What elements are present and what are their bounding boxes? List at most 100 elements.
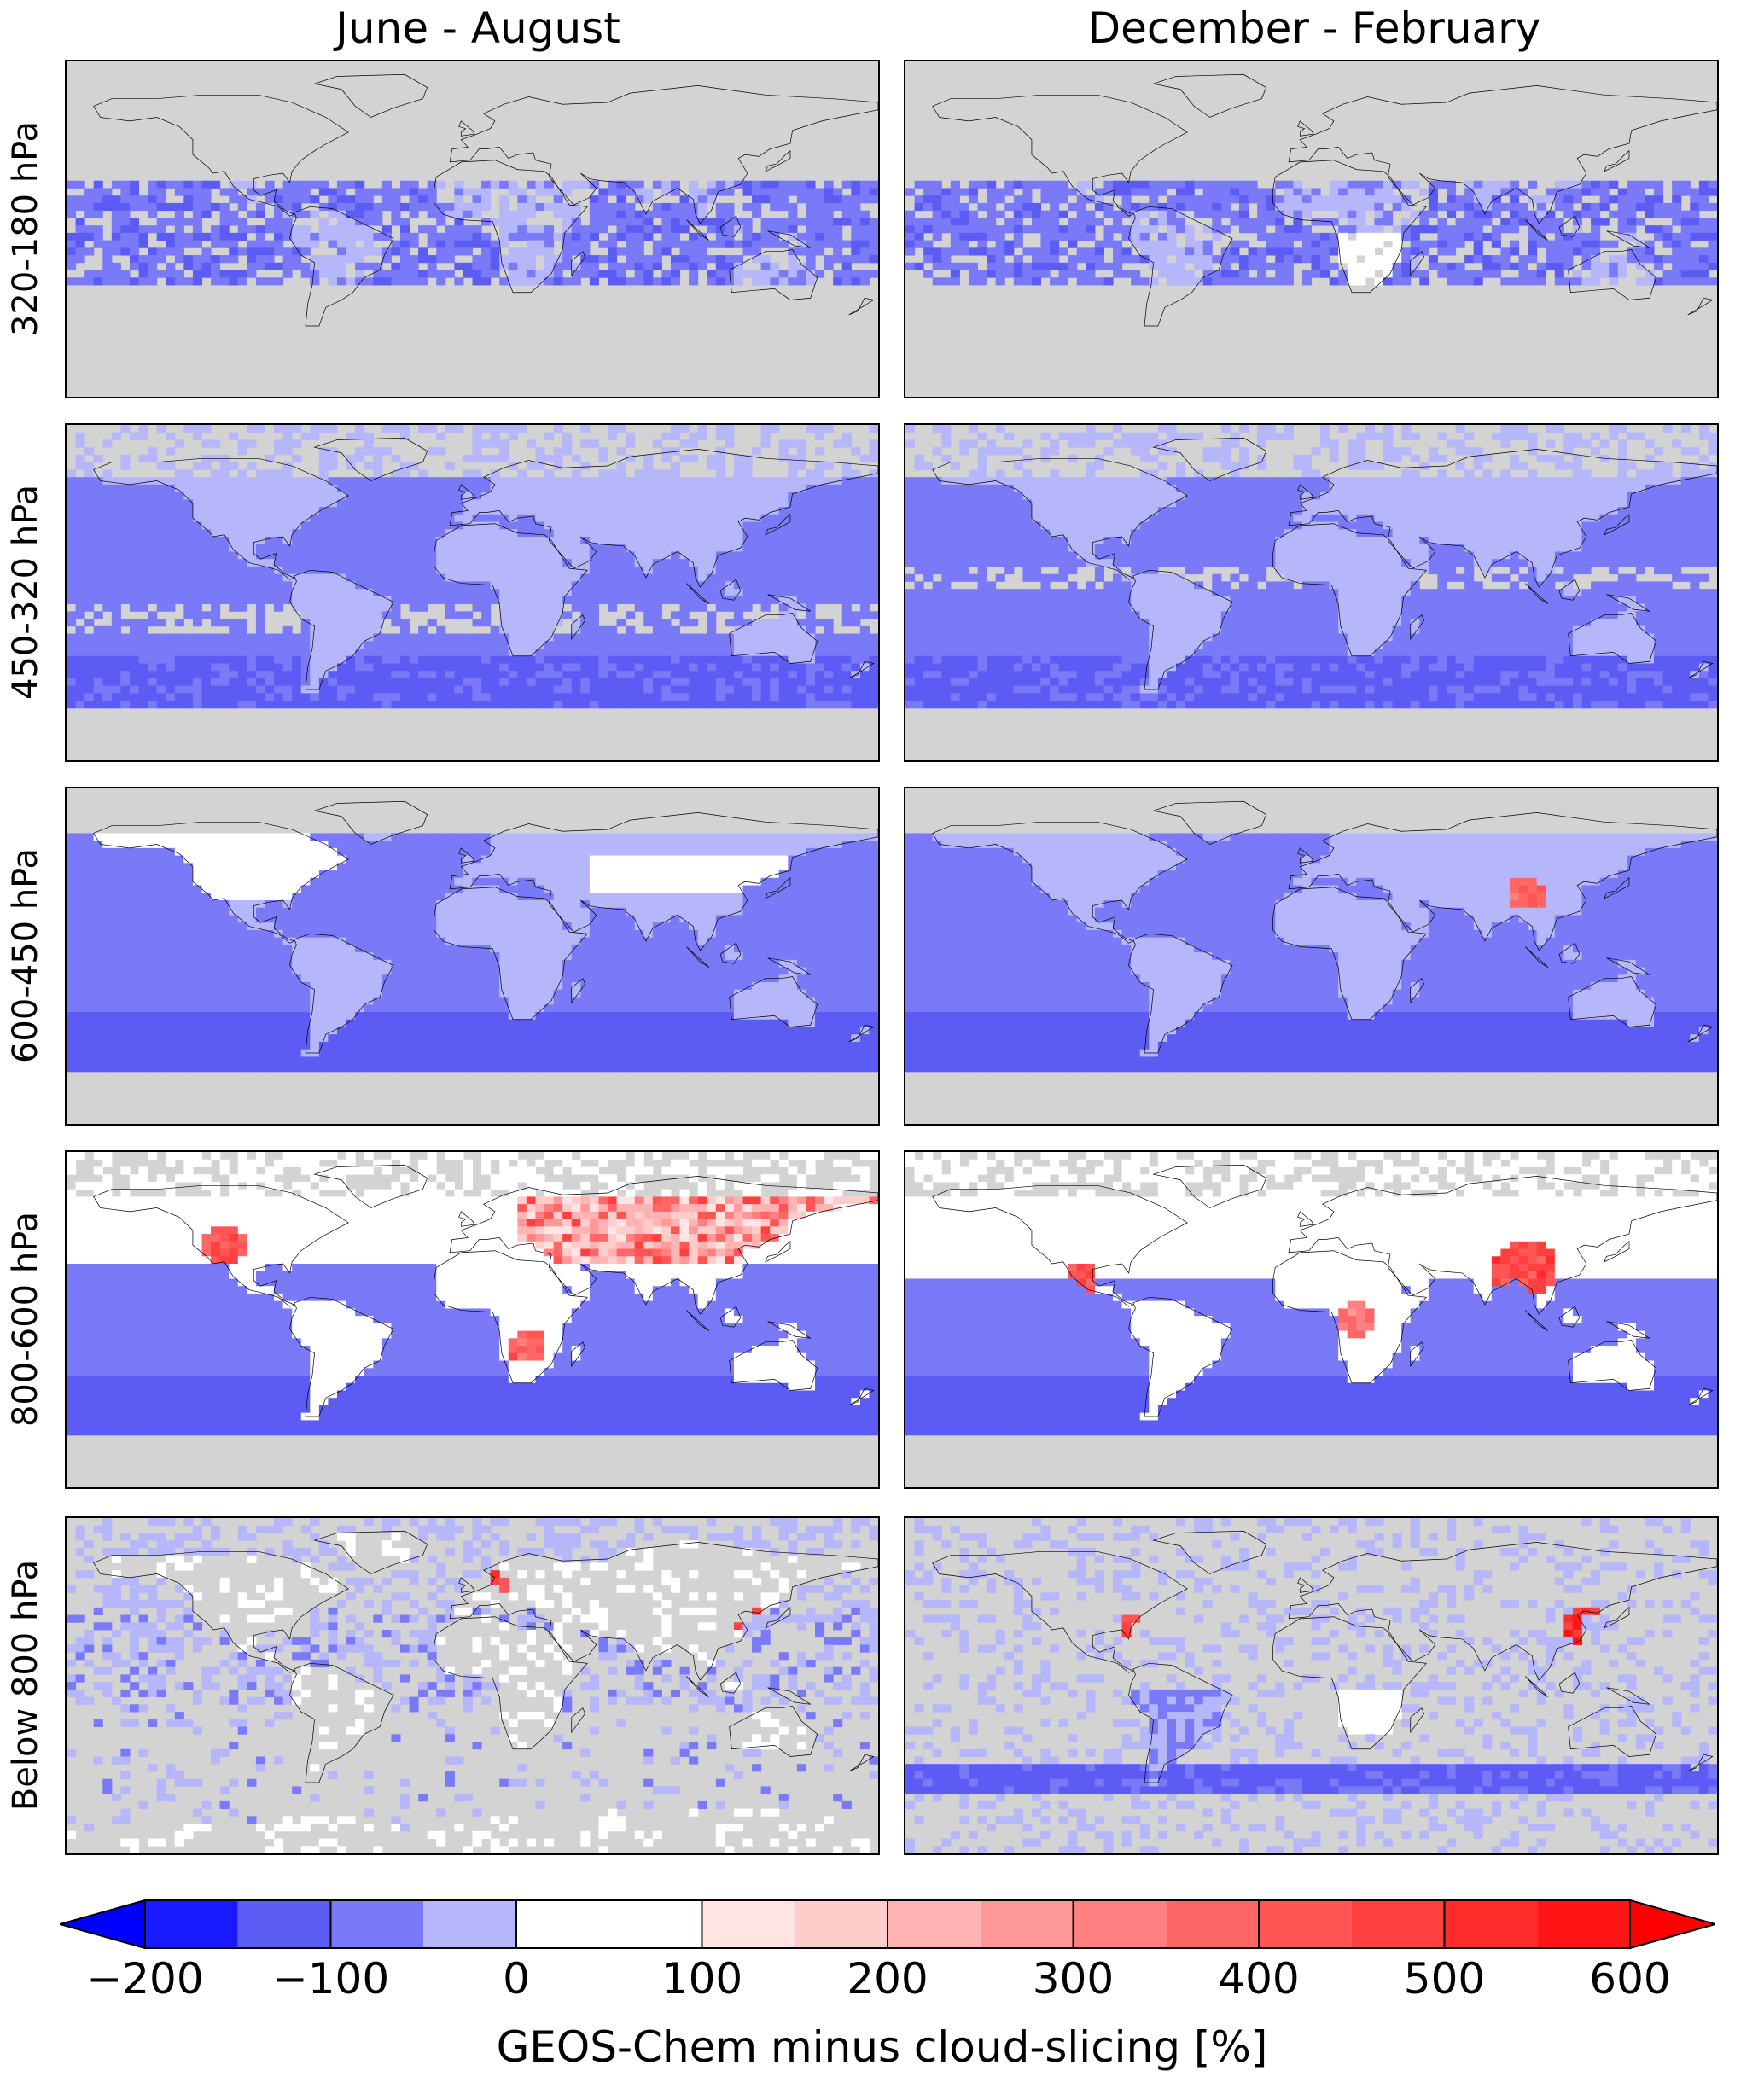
coastline-eu [450, 449, 878, 587]
map-canvas [67, 1152, 878, 1436]
coastline-nz [1688, 1025, 1713, 1042]
column-title-djf: December - February [905, 3, 1724, 53]
colorbar-tick-label: −100 [272, 1954, 389, 2004]
coastline-bo [720, 1672, 741, 1693]
coastline-gr [1154, 801, 1266, 844]
coastline-jp [766, 878, 790, 899]
column-title-jja: June - August [68, 3, 888, 53]
coastline-au [730, 614, 818, 664]
row-label-2: 450-320 hPa [0, 422, 51, 763]
map-panel-r2-djf [904, 423, 1719, 762]
coastline-su [686, 1311, 708, 1331]
coastline-au [730, 250, 818, 300]
coastline-gr [1154, 74, 1266, 117]
coastline-ng [768, 595, 811, 612]
coastline-sa [290, 1663, 394, 1783]
coastline-uk [1298, 1578, 1313, 1592]
coastline-sa [290, 934, 394, 1053]
map-canvas [67, 788, 878, 1073]
colorbar-tick-label: 300 [1033, 1954, 1114, 2004]
coastline-md [1411, 252, 1424, 276]
coastline-jp [1604, 1242, 1629, 1262]
coastline-na [933, 1551, 1188, 1672]
coastline-na [933, 822, 1188, 943]
coastline-af [1273, 160, 1427, 293]
coastline-sa [1129, 1297, 1233, 1416]
coastline-md [1411, 1342, 1424, 1366]
coastline-ng [1607, 958, 1650, 975]
coastline-eu [450, 1542, 878, 1680]
coastline-na [94, 1551, 349, 1672]
coastline-na [933, 1185, 1188, 1306]
coastline-uk [459, 1578, 474, 1592]
coastline-su [686, 584, 708, 604]
colorbar-tick-label: 600 [1589, 1954, 1670, 2004]
coastline-uk [459, 848, 474, 863]
colorbar-tick-label: 100 [661, 1954, 742, 2004]
coastline-au [730, 1707, 818, 1757]
coastline-su [686, 220, 708, 241]
colorbar-segment [888, 1900, 981, 1948]
colorbar-segment [1259, 1900, 1352, 1948]
coastline-au [1569, 977, 1656, 1027]
coastline-uk [459, 1212, 474, 1226]
coastline-su [1525, 584, 1547, 604]
coastline-gr [315, 801, 428, 844]
coastline-bo [720, 943, 741, 963]
coastline-uk [1298, 121, 1313, 136]
coastline-jp [1604, 151, 1629, 172]
coastline-sa [290, 1297, 394, 1416]
coastline-su [686, 1677, 708, 1697]
coastline-au [1569, 1341, 1656, 1391]
map-panel-r3-djf [904, 787, 1719, 1126]
colorbar-segment [1351, 1900, 1445, 1948]
coastline-af [1273, 1617, 1427, 1749]
coastline-jp [1604, 878, 1629, 899]
coastline-au [1569, 1707, 1656, 1757]
map-canvas [905, 425, 1717, 709]
colorbar-segment [423, 1900, 516, 1948]
coastline-su [1525, 1311, 1547, 1331]
map-canvas [905, 1152, 1717, 1436]
map-panel-r1-jja [65, 60, 880, 398]
coastline-md [572, 979, 585, 1003]
coastline-gr [1154, 438, 1266, 480]
colorbar-segment [980, 1900, 1074, 1948]
coastline-sa [1129, 206, 1233, 326]
coastline-ng [768, 958, 811, 975]
coastline-gr [1154, 1165, 1266, 1207]
coastline-sa [1129, 1663, 1233, 1783]
coastline-bo [720, 579, 741, 600]
coastline-au [1569, 614, 1656, 664]
colorbar-segment [1537, 1900, 1630, 1948]
coastline-su [1525, 1677, 1547, 1697]
coastline-gr [315, 1531, 428, 1573]
colorbar-segment [1444, 1900, 1538, 1948]
coastline-au [730, 977, 818, 1027]
coastline-af [434, 1617, 588, 1749]
coastline-gr [315, 74, 428, 117]
coastline-gr [315, 1165, 428, 1207]
map-canvas [67, 61, 878, 397]
coastline-nz [849, 1754, 874, 1771]
coastline-na [94, 1185, 349, 1306]
coastline-af [434, 160, 588, 293]
coastline-su [1525, 220, 1547, 241]
coastline-ng [1607, 1688, 1650, 1705]
coastline-bo [1559, 943, 1580, 963]
coastline-ng [768, 231, 811, 248]
colorbar-segment [1073, 1900, 1167, 1948]
map-canvas [67, 1518, 878, 1853]
coastline-jp [766, 151, 790, 172]
coastline-eu [450, 1176, 878, 1314]
coastline-nz [849, 1025, 874, 1042]
coastline-jp [766, 1608, 790, 1628]
coastline-ng [768, 1688, 811, 1705]
map-panel-r4-jja [65, 1150, 880, 1489]
coastline-jp [766, 1242, 790, 1262]
coastline-md [572, 1708, 585, 1732]
map-panel-r3-jja [65, 787, 880, 1126]
coastline-md [1411, 615, 1424, 639]
coastline-gr [315, 438, 428, 480]
coastline-na [94, 822, 349, 943]
